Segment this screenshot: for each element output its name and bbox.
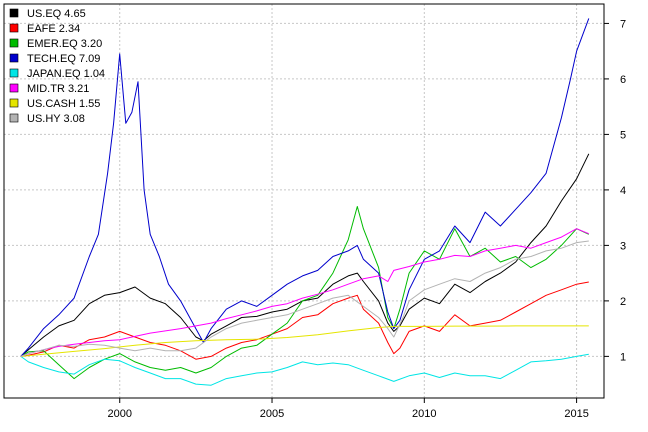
legend-entry-label: TECH.EQ 7.09 (27, 53, 100, 65)
legend-swatch (9, 38, 19, 48)
x-tick-label: 2015 (564, 408, 588, 420)
legend-swatch (9, 53, 19, 63)
y-tick-label: 6 (620, 74, 626, 86)
series-line-us-eq (20, 153, 590, 357)
series-line-us-hy (20, 240, 589, 357)
legend-swatch (9, 23, 19, 33)
x-axis: 2000 2005 2010 2015 (107, 398, 589, 420)
y-tick-label: 7 (620, 18, 626, 30)
legend-entry-label: MID.TR 3.21 (27, 83, 89, 95)
legend-swatch (9, 83, 19, 93)
legend-entry-label: JAPAN.EQ 1.04 (27, 68, 105, 80)
legend-swatch (9, 113, 19, 123)
y-axis: 1 2 3 4 5 6 7 (604, 18, 626, 363)
series-line-japan-eq (20, 353, 589, 386)
y-tick-label: 2 (620, 296, 626, 308)
x-tick-label: 2000 (107, 408, 131, 420)
y-tick-label: 4 (620, 185, 626, 197)
x-tick-label: 2010 (412, 408, 436, 420)
legend-entry-label: US.HY 3.08 (27, 113, 85, 125)
grid-lines (4, 4, 604, 398)
y-tick-label: 3 (620, 240, 626, 252)
y-tick-label: 1 (620, 351, 626, 363)
legend-entry-label: EMER.EQ 3.20 (27, 38, 102, 50)
plot-frame (3, 3, 605, 399)
legend-swatch (9, 68, 19, 78)
legend-entry-label: US.EQ 4.65 (27, 8, 86, 20)
series-line-mid-tr (20, 228, 589, 357)
x-tick-label: 2005 (260, 408, 284, 420)
y-tick-label: 5 (620, 129, 626, 141)
legend-swatch (9, 8, 19, 18)
legend: US.EQ 4.65 EAFE 2.34 EMER.EQ 3.20 TECH.EQ 7… (9, 8, 105, 125)
legend-entry-label: US.CASH 1.55 (27, 98, 100, 110)
legend-swatch (9, 98, 19, 108)
legend-entry-label: EAFE 2.34 (27, 23, 80, 35)
series-line-tech-eq (20, 18, 590, 357)
series-line-eafe (20, 281, 589, 360)
series-lines (20, 18, 590, 386)
